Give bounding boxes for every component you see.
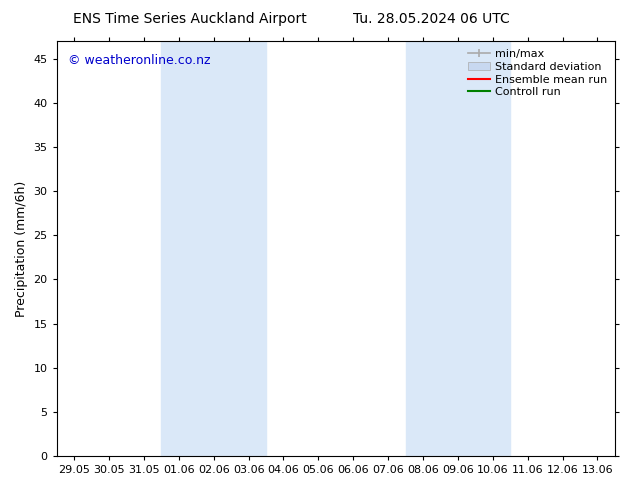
Text: © weatheronline.co.nz: © weatheronline.co.nz (68, 54, 210, 67)
Bar (162, 41, 266, 456)
Bar (406, 41, 510, 456)
Legend: min/max, Standard deviation, Ensemble mean run, Controll run: min/max, Standard deviation, Ensemble me… (466, 47, 609, 99)
Text: ENS Time Series Auckland Airport: ENS Time Series Auckland Airport (74, 12, 307, 26)
Y-axis label: Precipitation (mm/6h): Precipitation (mm/6h) (15, 180, 28, 317)
Text: Tu. 28.05.2024 06 UTC: Tu. 28.05.2024 06 UTC (353, 12, 510, 26)
